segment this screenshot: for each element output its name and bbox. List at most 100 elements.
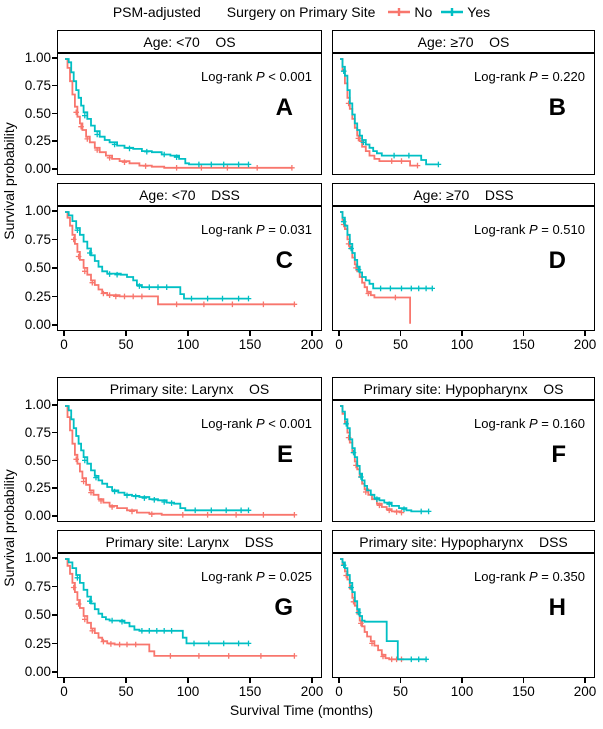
panel-letter-F: F — [551, 441, 566, 468]
panel-header-C: Age: <70 DSS — [57, 183, 322, 206]
x-tick-label: 100 — [450, 337, 474, 352]
logrank-pvalue-C: Log-rank P = 0.031 — [201, 222, 312, 237]
logrank-pvalue-A: Log-rank P < 0.001 — [201, 69, 312, 84]
logrank-pvalue-H: Log-rank P = 0.350 — [474, 569, 585, 584]
censor-marks-yes — [82, 457, 252, 514]
y-tick-mark — [52, 557, 57, 559]
x-tick-mark — [399, 331, 402, 336]
y-tick-label: 0.50 — [24, 607, 51, 622]
x-tick-label: 100 — [176, 684, 200, 699]
survival-curve-yes — [340, 58, 439, 166]
x-tick-label: 0 — [60, 684, 68, 699]
km-curves-B — [340, 58, 442, 169]
y-tick-mark — [52, 431, 57, 434]
facet-group-primary-site: Survival probability Primary site: Laryn… — [0, 377, 603, 703]
survival-curve-yes — [65, 405, 249, 512]
survival-curve-yes — [340, 211, 433, 290]
x-tick-label: 50 — [118, 337, 134, 352]
y-tick-label: 0.75 — [24, 231, 51, 247]
y-tick-mark — [52, 324, 57, 326]
y-tick-label: 0.25 — [24, 288, 51, 304]
logrank-pvalue-F: Log-rank P = 0.160 — [474, 416, 585, 431]
plot-panel-D: Log-rank P = 0.510 D — [332, 206, 595, 331]
censor-marks-no — [70, 584, 298, 659]
y-tick-mark — [52, 642, 57, 644]
censor-marks-yes — [340, 218, 435, 292]
x-tick-mark — [584, 331, 586, 336]
panel-title-D: Age: ≥70 DSS — [413, 186, 514, 203]
y-tick-mark — [52, 295, 57, 297]
km-curves-G — [65, 558, 298, 659]
legend-title-surgery: Surgery on Primary Site — [226, 4, 376, 20]
censor-marks-no — [345, 434, 405, 516]
x-tick-label: 50 — [118, 684, 134, 699]
logrank-pvalue-E: Log-rank P < 0.001 — [201, 416, 312, 431]
y-axis-title-wrap: Survival probability — [0, 30, 18, 331]
panel-header-E: Primary site: Larynx OS — [57, 377, 322, 400]
plot-panel-H: Log-rank P = 0.350 H — [332, 553, 595, 678]
y-tick-mark — [52, 267, 57, 269]
panel-letter-H: H — [548, 594, 566, 621]
x-axis-title: Survival Time (months) — [229, 702, 374, 718]
x-tick-mark — [399, 678, 402, 683]
y-tick-mark — [52, 585, 57, 587]
y-tick-label: 0.25 — [24, 480, 51, 496]
x-tick-mark — [125, 331, 127, 336]
plot-panel-F: Log-rank P = 0.160 F — [332, 400, 595, 522]
panel-title-B: Age: ≥70 OS — [417, 33, 510, 50]
x-tick-label: 200 — [300, 684, 324, 699]
y-tick-mark — [52, 238, 57, 240]
y-tick-label: 0.25 — [24, 635, 51, 651]
x-tick-mark — [125, 678, 127, 683]
x-tick-mark — [338, 678, 340, 683]
panel-title-A: Age: <70 OS — [143, 33, 236, 50]
y-axis-title-wrap: Survival probability — [0, 377, 18, 678]
panel-title-H: Primary site: Hypopharynx DSS — [359, 533, 568, 550]
x-tick-mark — [311, 678, 313, 683]
legend-title-psm: PSM-adjusted — [112, 4, 201, 20]
no-curve-key-icon — [388, 8, 411, 16]
x-tick-label: 50 — [392, 684, 409, 699]
y-tick-label: 0.75 — [24, 578, 51, 594]
plot-panel-E: Log-rank P < 0.001 E — [57, 400, 322, 522]
x-tick-mark — [311, 331, 313, 336]
x-tick-mark — [187, 678, 189, 683]
panel-title-F: Primary site: Hypopharynx OS — [363, 380, 564, 397]
survival-curve-no — [65, 58, 292, 169]
y-tick-label: 0.50 — [24, 105, 51, 121]
panel-letter-B: B — [548, 94, 566, 121]
x-tick-label: 200 — [300, 337, 324, 352]
censor-marks-yes — [340, 562, 429, 663]
y-tick-mark — [52, 671, 57, 673]
x-tick-label: 150 — [238, 684, 262, 699]
legend-item-yes: Yes — [440, 4, 490, 20]
y-tick-label: 1.00 — [24, 397, 51, 412]
censor-marks-no — [345, 100, 421, 169]
y-tick-label: 0.50 — [24, 260, 51, 275]
y-tick-mark — [52, 140, 57, 142]
y-tick-label: 1.00 — [24, 203, 51, 218]
x-tick-mark — [338, 331, 340, 336]
y-tick-mark — [52, 515, 57, 517]
censor-marks-yes — [343, 421, 432, 515]
panel-letter-E: E — [276, 441, 293, 468]
panel-header-D: Age: ≥70 DSS — [332, 183, 595, 206]
legend-label-no: No — [414, 4, 433, 20]
x-tick-label: 200 — [573, 337, 597, 352]
x-tick-mark — [461, 678, 463, 683]
y-tick-label: 0.75 — [24, 424, 51, 440]
panel-title-E: Primary site: Larynx OS — [109, 380, 270, 397]
panel-letter-C: C — [275, 247, 293, 274]
x-tick-mark — [461, 331, 463, 336]
x-tick-mark — [187, 331, 189, 336]
x-tick-label: 0 — [60, 337, 68, 352]
y-tick-label: 0.00 — [24, 317, 51, 332]
y-tick-label: 0.00 — [24, 664, 51, 679]
km-curves-A — [65, 58, 295, 171]
x-tick-label: 0 — [335, 337, 343, 352]
x-tick-label: 50 — [392, 337, 409, 352]
km-curves-C — [65, 211, 298, 308]
y-tick-label: 0.00 — [24, 161, 51, 176]
survival-curve-yes — [65, 58, 249, 166]
